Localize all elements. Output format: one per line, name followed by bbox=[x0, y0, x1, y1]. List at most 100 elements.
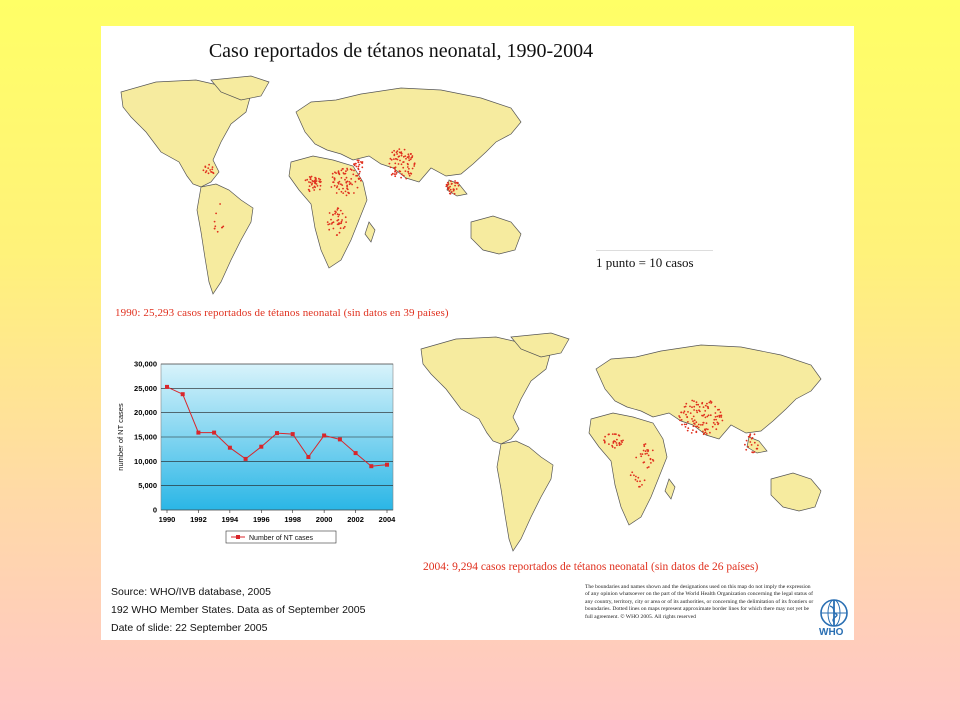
data-point bbox=[243, 456, 248, 461]
case-dot bbox=[308, 185, 311, 187]
case-dot bbox=[204, 171, 207, 174]
case-dot bbox=[456, 182, 459, 185]
case-dot bbox=[335, 192, 338, 194]
data-point bbox=[290, 432, 295, 437]
case-dot bbox=[639, 485, 641, 488]
case-dot bbox=[641, 453, 644, 455]
case-dot bbox=[339, 227, 342, 230]
case-dot bbox=[705, 422, 708, 425]
case-dot bbox=[202, 169, 205, 172]
case-dot bbox=[338, 213, 341, 216]
y-tick-label: 10,000 bbox=[134, 457, 157, 466]
case-dot bbox=[338, 231, 341, 234]
case-dot bbox=[622, 439, 624, 442]
case-dot bbox=[351, 183, 353, 186]
case-dot bbox=[686, 429, 689, 432]
case-dot bbox=[448, 190, 451, 192]
case-dot bbox=[749, 441, 752, 443]
nt-cases-line-chart: 0 5,000 10,000 15,000 20,000 25,000 30,000 199… bbox=[111, 356, 403, 574]
case-dot bbox=[344, 178, 346, 181]
case-dot bbox=[691, 399, 694, 402]
case-dot bbox=[753, 441, 756, 444]
member-states-line: 192 WHO Member States. Data as of Septem… bbox=[111, 604, 366, 616]
case-dot bbox=[338, 188, 340, 191]
case-dot bbox=[410, 172, 413, 175]
case-dot bbox=[393, 154, 396, 157]
case-dot bbox=[691, 406, 693, 409]
case-dot bbox=[603, 441, 606, 444]
case-dot bbox=[705, 433, 708, 435]
case-dot bbox=[209, 169, 212, 171]
case-dot bbox=[707, 406, 709, 408]
data-point bbox=[180, 392, 185, 397]
case-dot bbox=[647, 450, 649, 453]
case-dot bbox=[696, 425, 699, 428]
case-dot bbox=[345, 176, 348, 179]
case-dot bbox=[611, 433, 614, 435]
case-dot bbox=[716, 421, 719, 424]
case-dot bbox=[340, 222, 342, 225]
case-dot bbox=[333, 177, 336, 180]
case-dot bbox=[390, 173, 393, 176]
case-dot bbox=[449, 188, 452, 191]
case-dot bbox=[641, 484, 643, 486]
case-dot bbox=[607, 433, 610, 436]
case-dot bbox=[700, 424, 702, 426]
case-dot bbox=[207, 167, 210, 169]
case-dot bbox=[333, 184, 336, 187]
case-dots-2004 bbox=[603, 399, 759, 488]
case-dot bbox=[205, 170, 208, 172]
case-dot bbox=[643, 443, 645, 446]
date-line: Date of slide: 22 September 2005 bbox=[111, 622, 268, 634]
x-tick-label: 1996 bbox=[253, 515, 270, 524]
case-dot bbox=[685, 423, 688, 426]
case-dot bbox=[342, 192, 345, 194]
case-dot bbox=[312, 186, 314, 189]
case-dot bbox=[408, 167, 410, 170]
case-dot bbox=[702, 433, 705, 436]
case-dot bbox=[336, 185, 339, 187]
case-dot bbox=[319, 188, 321, 191]
case-dot bbox=[640, 455, 643, 458]
case-dot bbox=[342, 172, 345, 174]
case-dot bbox=[650, 462, 652, 464]
case-dot bbox=[411, 167, 414, 170]
case-dot bbox=[614, 447, 616, 449]
case-dot bbox=[447, 183, 450, 185]
case-dot bbox=[336, 219, 339, 222]
case-dot bbox=[745, 448, 748, 451]
case-dot bbox=[695, 401, 698, 404]
case-dot bbox=[348, 183, 351, 186]
case-dot bbox=[643, 479, 646, 482]
case-dot bbox=[714, 412, 717, 414]
x-tick-label: 2000 bbox=[316, 515, 333, 524]
case-dot bbox=[450, 191, 453, 193]
case-dot bbox=[350, 178, 353, 180]
case-dot bbox=[453, 192, 456, 195]
case-dot bbox=[454, 184, 456, 187]
case-dot bbox=[310, 183, 313, 186]
case-dot bbox=[408, 172, 410, 175]
case-dot bbox=[338, 180, 341, 183]
case-dot bbox=[399, 151, 402, 154]
case-dot bbox=[347, 191, 349, 194]
case-dot bbox=[706, 402, 708, 405]
case-dot bbox=[411, 155, 414, 157]
case-dot bbox=[405, 177, 408, 180]
case-dot bbox=[328, 212, 331, 214]
case-dot bbox=[346, 167, 348, 170]
case-dot bbox=[388, 162, 391, 165]
case-dot bbox=[334, 210, 336, 213]
case-dot bbox=[391, 151, 394, 154]
case-dot bbox=[447, 187, 450, 190]
case-dot bbox=[391, 172, 394, 175]
case-dot bbox=[309, 181, 312, 184]
case-dot bbox=[695, 431, 698, 434]
case-dot bbox=[340, 190, 343, 193]
case-dot bbox=[393, 158, 395, 160]
case-dot bbox=[413, 165, 416, 167]
case-dot bbox=[313, 185, 316, 188]
case-dot bbox=[696, 411, 699, 414]
case-dot bbox=[718, 414, 721, 417]
case-dot bbox=[706, 428, 709, 431]
